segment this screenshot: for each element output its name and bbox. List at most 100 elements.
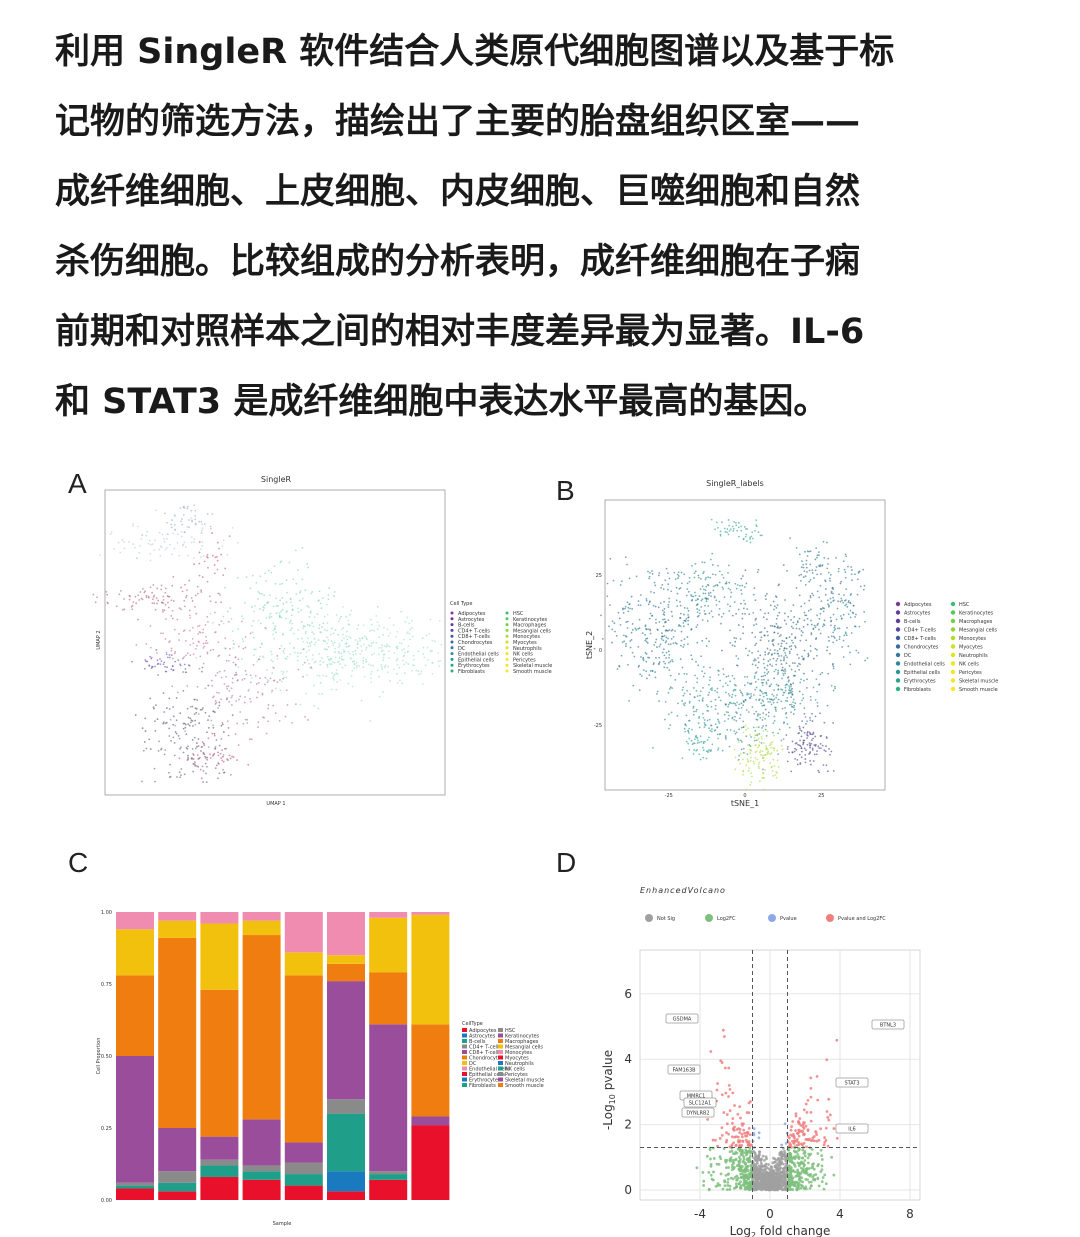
gene-point bbox=[742, 1157, 746, 1161]
cell-point bbox=[828, 639, 830, 642]
cell-point bbox=[719, 732, 722, 735]
gene-point bbox=[757, 1136, 761, 1140]
cell-point bbox=[297, 607, 300, 610]
gene-point bbox=[741, 1139, 745, 1143]
cell-point bbox=[217, 777, 219, 780]
cell-point bbox=[800, 735, 803, 738]
gene-label-box bbox=[681, 1107, 715, 1118]
cell-point bbox=[183, 663, 186, 666]
stacked-segment bbox=[200, 923, 239, 990]
cell-point bbox=[740, 702, 743, 705]
cell-point bbox=[276, 681, 279, 683]
cell-point bbox=[810, 632, 813, 634]
cell-point bbox=[767, 715, 770, 718]
cell-point bbox=[170, 523, 172, 526]
cell-point bbox=[206, 765, 208, 768]
cell-point bbox=[178, 737, 181, 740]
cell-point bbox=[306, 674, 308, 677]
cell-point bbox=[381, 668, 384, 671]
cell-point bbox=[171, 685, 174, 688]
cell-point bbox=[652, 746, 654, 749]
gene-point bbox=[795, 1188, 799, 1191]
cell-point bbox=[783, 640, 786, 643]
cell-point bbox=[803, 679, 805, 682]
cell-point bbox=[158, 531, 161, 534]
cell-point bbox=[823, 749, 826, 752]
cell-point bbox=[170, 615, 173, 617]
cell-point bbox=[323, 629, 326, 631]
cell-point bbox=[736, 529, 739, 532]
legend-swatch bbox=[505, 646, 509, 650]
cell-point bbox=[719, 533, 722, 536]
cell-point bbox=[399, 679, 401, 682]
cell-point bbox=[809, 563, 812, 566]
cell-point bbox=[662, 635, 664, 638]
cell-point bbox=[273, 565, 276, 568]
cell-point bbox=[342, 650, 345, 653]
cell-point bbox=[244, 646, 247, 649]
cell-point bbox=[790, 711, 792, 714]
cell-point bbox=[380, 646, 383, 649]
cell-point bbox=[334, 647, 337, 650]
cell-point bbox=[119, 551, 122, 554]
cell-point bbox=[729, 588, 732, 591]
gene-point bbox=[724, 1174, 728, 1177]
stacked-segment bbox=[284, 975, 323, 1143]
cell-point bbox=[793, 750, 796, 753]
cell-point bbox=[184, 546, 187, 548]
cell-point bbox=[286, 610, 288, 612]
cell-point bbox=[799, 702, 802, 705]
cell-point bbox=[371, 653, 373, 656]
cell-point bbox=[671, 615, 674, 617]
cell-point bbox=[644, 639, 647, 642]
cell-point bbox=[249, 674, 252, 677]
cell-point bbox=[201, 523, 204, 526]
cell-point bbox=[265, 580, 268, 582]
cell-point bbox=[709, 676, 712, 679]
cell-point bbox=[808, 731, 811, 734]
legend-swatch bbox=[950, 652, 956, 658]
cell-point bbox=[832, 613, 835, 616]
gene-point bbox=[812, 1162, 815, 1166]
gene-point bbox=[736, 1112, 740, 1116]
cell-point bbox=[174, 660, 177, 663]
cell-point bbox=[775, 663, 778, 666]
gene-point bbox=[719, 1172, 723, 1176]
cell-point bbox=[195, 612, 198, 615]
cell-point bbox=[370, 629, 373, 632]
cell-point bbox=[806, 571, 808, 573]
cell-point bbox=[396, 630, 399, 633]
cell-point bbox=[202, 770, 205, 772]
cell-point bbox=[182, 690, 185, 692]
cell-point bbox=[121, 539, 124, 541]
cell-point bbox=[311, 658, 314, 661]
cell-point bbox=[816, 701, 819, 704]
cell-point bbox=[154, 720, 156, 723]
cell-point bbox=[687, 619, 690, 622]
cell-point bbox=[262, 609, 265, 612]
cell-point bbox=[282, 671, 285, 673]
cell-point bbox=[175, 732, 178, 735]
legend-swatch bbox=[950, 661, 956, 666]
cell-point bbox=[284, 657, 287, 660]
cell-point bbox=[195, 747, 197, 750]
cell-point bbox=[714, 698, 717, 701]
cell-point bbox=[788, 687, 791, 689]
gene-point bbox=[769, 1172, 773, 1175]
legend-swatch bbox=[462, 1077, 467, 1082]
cell-point bbox=[651, 669, 654, 672]
cell-point bbox=[179, 747, 181, 750]
cell-point bbox=[651, 570, 653, 572]
gene-point bbox=[738, 1143, 742, 1147]
cell-point bbox=[217, 641, 220, 644]
cell-point bbox=[351, 669, 354, 672]
legend-label: HSC bbox=[513, 611, 524, 617]
cell-point bbox=[703, 610, 706, 612]
cell-point bbox=[739, 762, 742, 765]
cell-point bbox=[654, 671, 657, 673]
cell-point bbox=[207, 746, 210, 749]
cell-point bbox=[774, 708, 777, 711]
cell-point bbox=[665, 657, 667, 659]
cell-point bbox=[281, 673, 284, 675]
cell-point bbox=[747, 760, 750, 763]
